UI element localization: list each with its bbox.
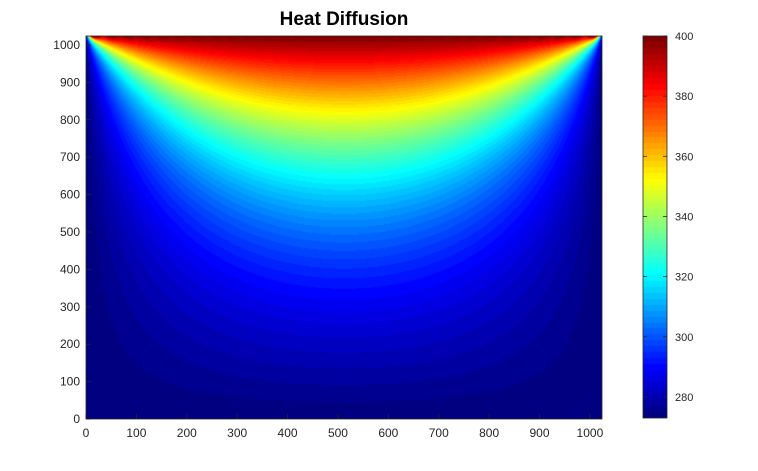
y-tick-label: 300 [60, 300, 80, 314]
y-tick-label: 400 [60, 262, 80, 276]
y-tick-label: 600 [60, 188, 80, 202]
x-tick-label: 300 [227, 426, 247, 440]
colorbar-tick-label: 320 [675, 272, 693, 284]
colorbar-tick-label: 360 [675, 151, 693, 163]
colorbar-ticks: 280 300 320 340 360 380 400 [643, 31, 693, 404]
colorbar-gradient [643, 36, 667, 418]
x-tick-label: 100 [126, 426, 146, 440]
colorbar-tick-label: 280 [675, 392, 693, 404]
y-tick-label: 800 [60, 113, 80, 127]
plot-frame [85, 35, 603, 420]
x-tick-label: 700 [429, 426, 449, 440]
colorbar-frame [642, 35, 668, 419]
y-tick-label: 200 [60, 337, 80, 351]
x-tick-label: 600 [378, 426, 398, 440]
x-axis: 0 100 200 300 400 500 600 700 800 900 1000 [83, 414, 604, 440]
y-axis: 0 100 200 300 400 500 600 700 800 900 1000 [53, 38, 91, 426]
colorbar-tick-label: 380 [675, 91, 693, 103]
heatmap-plot-area [85, 35, 603, 420]
y-tick-label: 500 [60, 225, 80, 239]
y-tick-label: 100 [60, 375, 80, 389]
colorbar-tick-label: 300 [675, 332, 693, 344]
heatmap-field [86, 36, 602, 419]
x-tick-label: 500 [328, 426, 348, 440]
chart-title: Heat Diffusion [280, 9, 409, 30]
colorbar-tick-label: 400 [675, 31, 693, 43]
x-tick-label: 400 [278, 426, 298, 440]
colorbar: 280 300 320 340 360 380 400 [642, 31, 693, 419]
x-tick-label: 0 [83, 426, 90, 440]
y-tick-label: 700 [60, 150, 80, 164]
x-tick-label: 800 [479, 426, 499, 440]
x-tick-label: 200 [177, 426, 197, 440]
heatmap-image-container [86, 36, 602, 419]
x-tick-label: 900 [530, 426, 550, 440]
colorbar-image-container [643, 36, 667, 418]
x-tick-label: 1000 [577, 426, 604, 440]
colorbar-tick-label: 340 [675, 211, 693, 223]
y-tick-label: 900 [60, 75, 80, 89]
y-tick-label: 1000 [53, 38, 80, 52]
y-tick-label: 0 [73, 412, 80, 426]
